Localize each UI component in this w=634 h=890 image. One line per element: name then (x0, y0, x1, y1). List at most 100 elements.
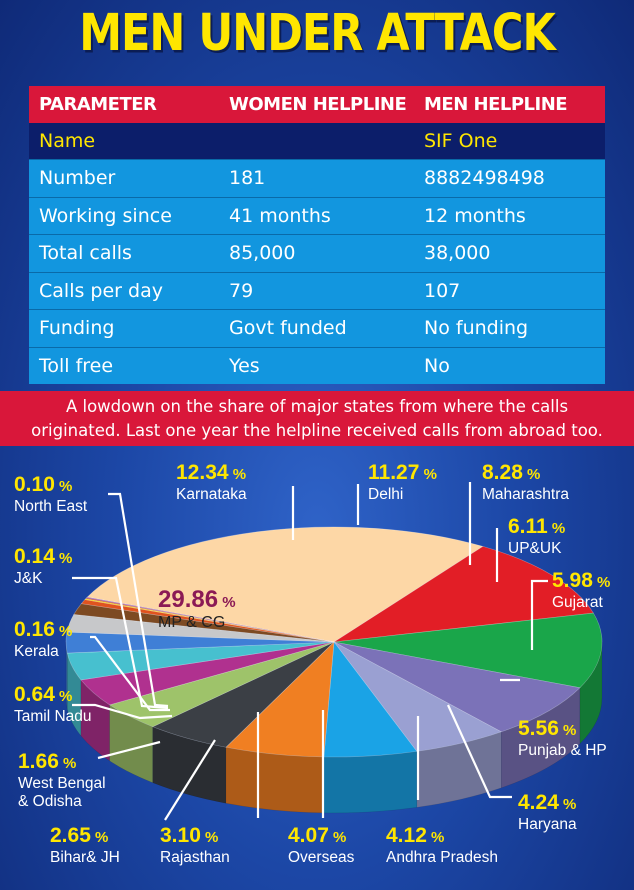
row-name-men: SIF One (414, 122, 605, 160)
pie-side-unlabeled (225, 746, 325, 814)
row-funding-parameter: Funding (29, 309, 219, 347)
pie-label-number: 6.11 (508, 515, 548, 538)
pie-side-gujarat (323, 751, 418, 814)
header-men-helpline: MEN HELPLINE (414, 86, 605, 123)
pie-label-name: MP & CG (158, 614, 226, 631)
pie-label-north-east: 0.10 % North East (14, 474, 87, 516)
pie-label-number: 5.56 (518, 717, 559, 740)
pie-label-name: Punjab & HP (518, 742, 607, 759)
pie-slice-delhi (333, 612, 603, 689)
row-number-women: 181 (219, 159, 414, 197)
pie-label-name: Maharashtra (482, 486, 570, 503)
pie-label-value: 5.56 % (518, 718, 607, 742)
pie-label-name: Tamil Nadu (14, 708, 92, 725)
pie-label-name: & Odisha (18, 793, 82, 810)
row-number-men: 8882498498 (414, 159, 605, 197)
pie-label-value: 0.16 % (14, 619, 72, 643)
row-toll-free-men: No (414, 346, 605, 384)
pie-label-name: Gujarat (552, 594, 603, 611)
pie-slice-punjab-hp (152, 641, 335, 748)
pie-label-haryana: 4.24 % Haryana (518, 792, 577, 834)
row-number-parameter: Number (29, 159, 219, 197)
pie-label-value: 4.24 % (518, 792, 577, 816)
pie-label-name: Karnataka (176, 486, 247, 503)
row-calls-per-day-parameter: Calls per day (29, 271, 219, 310)
pie-label-value: 0.10 % (14, 474, 87, 498)
pie-label-up-uk: 6.11 % UP&UK (508, 516, 565, 558)
table-header-row: PARAMETER WOMEN HELPLINE MEN HELPLINE (29, 86, 605, 123)
pie-label-value: 8.28 % (482, 462, 569, 486)
pie-label-percent-sign: % (218, 594, 236, 611)
pie-label-value: 1.66 % (18, 751, 106, 775)
pie-slice-mp-cg (86, 526, 484, 643)
pie-label-percent-sign: % (54, 688, 73, 705)
pie-label-name: Kerala (14, 643, 59, 660)
pie-label-name: North East (14, 498, 88, 515)
pie-label-name: Overseas (288, 849, 355, 866)
pie-label-percent-sign: % (328, 829, 347, 846)
pie-slice-north-east (86, 596, 335, 643)
pie-label-value: 0.14 % (14, 546, 72, 570)
pie-label-number: 0.64 (14, 683, 55, 706)
pie-label-mp-cg: 29.86 % MP & CG (158, 588, 236, 632)
table-row: Toll free Yes No (29, 346, 605, 384)
pie-label-value: 4.07 % (288, 825, 354, 849)
pie-label-name: Haryana (518, 816, 577, 833)
table-row: Working since 41 months 12 months (29, 196, 605, 235)
pie-label-number: 5.98 (552, 569, 593, 592)
pie-slice-rajasthan (65, 631, 335, 654)
row-total-calls-men: 38,000 (414, 234, 605, 272)
pie-label-name: UP&UK (508, 540, 562, 557)
pie-label-percent-sign: % (54, 478, 73, 495)
row-total-calls-parameter: Total calls (29, 234, 219, 272)
chart-caption-banner: A lowdown on the share of major states f… (0, 391, 634, 446)
pie-label-number: 1.66 (18, 750, 59, 773)
pie-label-number: 3.10 (160, 824, 201, 847)
pie-label-value: 5.98 % (552, 570, 610, 594)
pie-label-percent-sign: % (592, 574, 611, 591)
pie-label-karnataka: 12.34 % Karnataka (176, 462, 247, 504)
leader-lines (72, 482, 548, 821)
pie-label-percent-sign: % (558, 722, 577, 739)
pie-label-percent-sign: % (522, 466, 541, 483)
row-working-since-men: 12 months (414, 196, 605, 235)
row-name-parameter: Name (29, 122, 219, 160)
pie-label-percent-sign: % (558, 796, 577, 813)
pie-label-percent-sign: % (547, 520, 566, 537)
pie-label-west-bengal: 1.66 % West Bengal & Odisha (18, 751, 106, 811)
pie-label-gujarat: 5.98 % Gujarat (552, 570, 610, 612)
pie-label-overseas: 4.07 % Overseas (288, 825, 354, 867)
pie-label-name: Delhi (368, 486, 404, 503)
pie-label-number: 0.10 (14, 473, 55, 496)
pie-label-value: 11.27 % (368, 462, 437, 486)
pie-top (65, 526, 603, 758)
pie-label-name: Andhra Pradesh (386, 849, 499, 866)
pie-label-percent-sign: % (54, 623, 73, 640)
header-parameter: PARAMETER (29, 86, 219, 123)
row-toll-free-parameter: Toll free (29, 346, 219, 384)
pie-label-value: 0.64 % (14, 684, 92, 708)
pie-label-name: Rajasthan (160, 849, 230, 866)
row-toll-free-women: Yes (219, 346, 414, 384)
leader-line (164, 739, 216, 821)
row-calls-per-day-men: 107 (414, 271, 605, 310)
pie-label-tamil-nadu: 0.64 % Tamil Nadu (14, 684, 92, 726)
pie-label-j-k: 0.14 % J&K (14, 546, 72, 588)
row-name-women (219, 122, 414, 160)
pie-label-percent-sign: % (54, 550, 73, 567)
pie-label-percent-sign: % (426, 829, 445, 846)
table-row: Name SIF One (29, 122, 605, 160)
pie-label-percent-sign: % (228, 466, 247, 483)
pie-label-number: 8.28 (482, 461, 523, 484)
pie-slice-j-k (85, 597, 335, 643)
pie-label-name: J&K (14, 570, 43, 587)
table-row: Funding Govt funded No funding (29, 309, 605, 347)
header-women-helpline: WOMEN HELPLINE (219, 86, 414, 123)
pie-label-percent-sign: % (90, 829, 109, 846)
pie-label-value: 2.65 % (50, 825, 120, 849)
pie-slice-andhra-pradesh (80, 641, 335, 706)
pie-label-name: Bihar& JH (50, 849, 120, 866)
row-total-calls-women: 85,000 (219, 234, 414, 272)
pie-label-delhi: 11.27 % Delhi (368, 462, 437, 504)
